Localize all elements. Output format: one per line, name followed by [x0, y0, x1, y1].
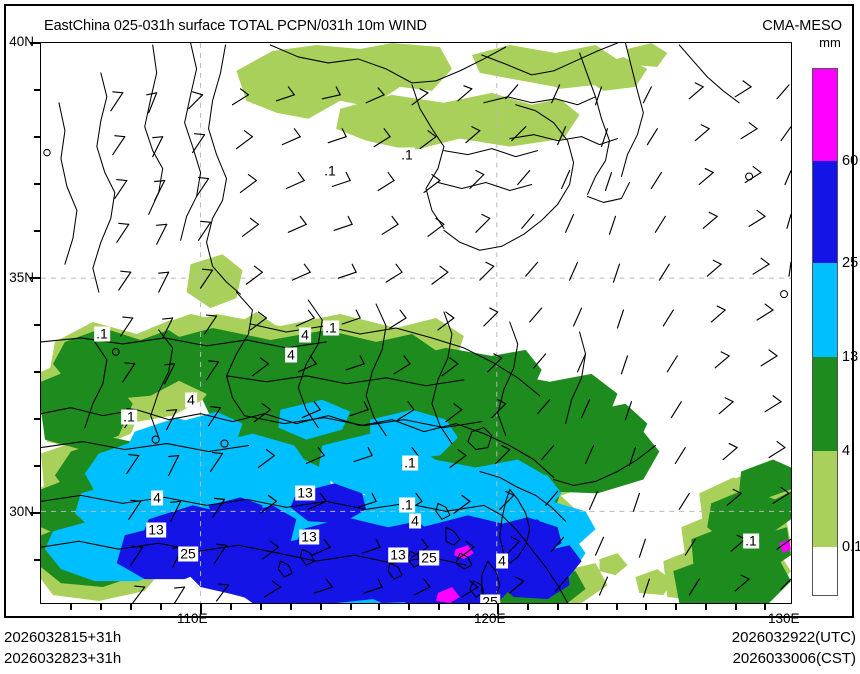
colorbar-tick-4: 4 [842, 443, 851, 459]
contour-label: 4 [285, 346, 297, 363]
contour-label: .1 [402, 454, 418, 471]
graticule-lines [41, 43, 791, 603]
contour-label: 25 [480, 594, 500, 603]
contour-label: 13 [299, 528, 319, 545]
contour-label: .1 [743, 532, 759, 549]
contour-label: 13 [295, 484, 315, 501]
map-plot-area[interactable]: .1 .1 4 .1 4 .1 .1 4 .1 4 13 13 .1 13 25… [40, 42, 792, 604]
colorbar-tick-25: 25 [842, 255, 859, 271]
model-name-label: CMA-MESO [762, 18, 842, 34]
contour-label: .1 [94, 325, 110, 342]
colorbar-band-60plus [813, 69, 837, 161]
axis-label-lat-30n: 30N [9, 504, 34, 519]
axis-label-lon-130e: 130E [768, 611, 800, 626]
colorbar-unit-label: mm [819, 35, 841, 50]
colorbar-tick-60: 60 [842, 153, 859, 169]
colorbar[interactable] [812, 68, 838, 596]
footer-valid-time-utc: 2026032922(UTC) [731, 629, 856, 646]
wind-barbs-layer [110, 80, 791, 603]
contour-label: .1 [399, 496, 415, 513]
axis-label-lon-110e: 110E [177, 611, 208, 626]
colorbar-band-13-25 [813, 263, 837, 357]
contour-label: 4 [496, 552, 508, 569]
axis-label-lat-35n: 35N [9, 270, 34, 285]
map-svg [41, 43, 791, 603]
contour-label: .1 [322, 162, 338, 179]
axis-label-lat-40n: 40N [9, 34, 34, 49]
colorbar-band-0-0.1 [813, 547, 837, 595]
contour-label: 13 [388, 546, 408, 563]
contour-label: .1 [323, 319, 339, 336]
colorbar-band-4-13 [813, 357, 837, 451]
colorbar-tick-13: 13 [842, 349, 859, 365]
footer-valid-time-cst: 2026033006(CST) [732, 650, 856, 667]
contour-label: 25 [419, 549, 439, 566]
contour-label: 4 [409, 512, 421, 529]
axis-label-lon-120e: 120E [474, 611, 506, 626]
contour-label: 13 [146, 521, 166, 538]
contour-label: .1 [399, 146, 415, 163]
colorbar-band-25-60 [813, 161, 837, 263]
footer-init-time-cst: 2026032823+31h [4, 650, 122, 667]
footer-init-time-utc: 2026032815+31h [4, 629, 122, 646]
contour-label: 4 [151, 489, 163, 506]
page-title: EastChina 025-031h surface TOTAL PCPN/03… [44, 18, 427, 34]
contour-label: 4 [299, 326, 311, 343]
colorbar-tick-0.1: 0.1 [842, 539, 860, 555]
contour-label: 4 [185, 391, 197, 408]
contour-label: 25 [178, 545, 198, 562]
colorbar-band-0.1-4 [813, 451, 837, 547]
map-boundaries [41, 43, 789, 603]
contour-label: .1 [121, 408, 137, 425]
